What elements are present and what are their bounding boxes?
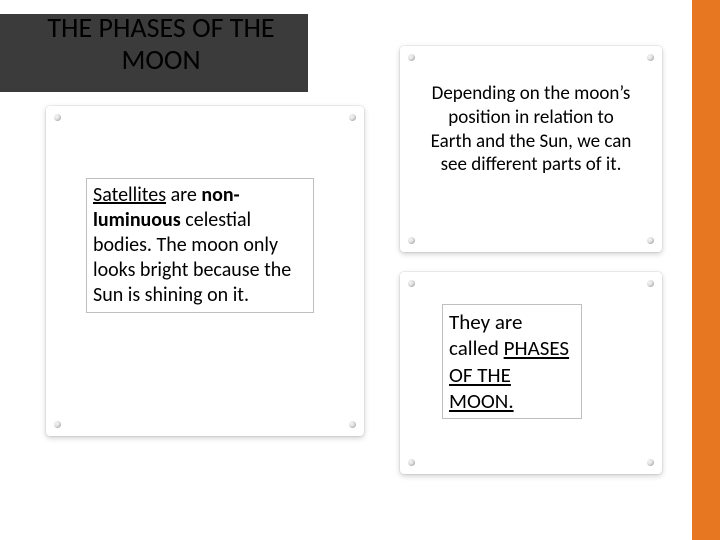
word-satellites: Satellites: [93, 183, 166, 207]
slide-title: THE PHASES OF THE MOON: [26, 12, 296, 76]
card-left: Satellites are non-luminuous celestial b…: [46, 106, 364, 436]
card-top-right: Depending on the moon’s position in rela…: [400, 46, 662, 252]
accent-bar: [692, 0, 720, 540]
card-bottom-right: They are called PHASES OF THE MOON.: [400, 272, 662, 474]
left-textbox: Satellites are non-luminuous celestial b…: [86, 178, 314, 313]
top-right-textbox: Depending on the moon’s position in rela…: [426, 82, 636, 177]
word-are: are: [166, 183, 201, 207]
bottom-right-textbox: They are called PHASES OF THE MOON.: [442, 304, 582, 419]
